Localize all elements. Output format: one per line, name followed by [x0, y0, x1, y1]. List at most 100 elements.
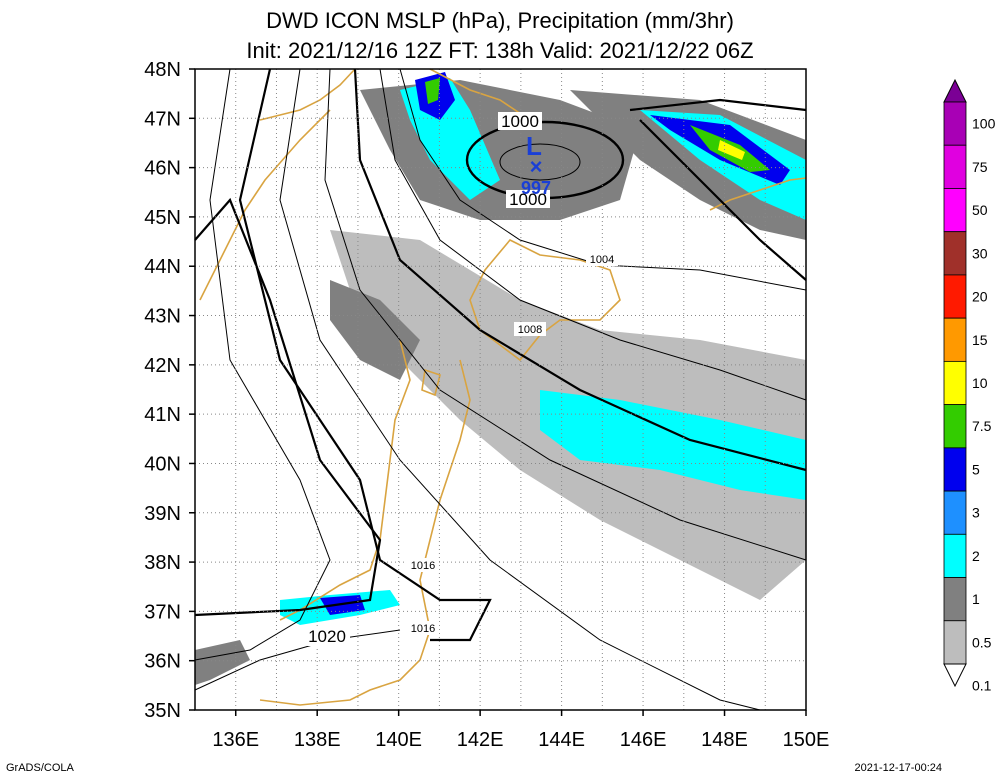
- contour-label-bg-1: [498, 112, 542, 130]
- contour-label-bg-4: [514, 322, 546, 336]
- colorbar-bin: [943, 231, 967, 276]
- colorbar-top-arrow: [943, 78, 967, 103]
- low-marker-icon: ×: [530, 154, 543, 179]
- contour-label-bg-6: [407, 621, 439, 635]
- coast-hokkaido: [469, 239, 621, 362]
- lon-label: 138E: [294, 729, 341, 751]
- contour-labels: 1000 1000 1004 1008 1016 1016 1020: [304, 112, 618, 646]
- colorbar-bin: [943, 101, 967, 146]
- isobar-northeast-2: [639, 119, 807, 281]
- colorbar-label: 1: [972, 591, 980, 607]
- colorbar-bin: [943, 447, 967, 492]
- colorbar-label: 7.5: [972, 418, 992, 434]
- lon-label: 148E: [701, 729, 748, 751]
- contour-label-bg-3: [586, 252, 618, 266]
- colorbar-bin: [943, 404, 967, 449]
- precip-northeast-moderate: [640, 110, 806, 220]
- credit-right: 2021-12-17-00:24: [854, 762, 942, 774]
- colorbar: 100 75 50 30 20 15 10 7.5 5 3 2 1 0.5 0.1: [943, 78, 996, 694]
- contour-label-1004: 1004: [590, 254, 614, 266]
- lat-label: 48N: [144, 59, 181, 81]
- lat-label: 46N: [144, 158, 181, 180]
- lat-label: 40N: [144, 453, 181, 475]
- contour-label-1016-a: 1016: [411, 560, 435, 572]
- isobar-1012: [324, 68, 807, 561]
- map-panel: 1000 1000 1004 1008 1016 1016 1020 L × 9…: [194, 68, 807, 711]
- contour-label-1020: 1020: [308, 627, 346, 646]
- colorbar-label: 100: [972, 116, 996, 132]
- isobar-1004: [399, 68, 807, 291]
- title-line-2: Init: 2021/12/16 12Z FT: 138h Valid: 202…: [246, 38, 754, 63]
- lon-label: 136E: [212, 729, 259, 751]
- lat-label: 38N: [144, 552, 181, 574]
- precip-north-core: [425, 78, 440, 104]
- isobar-1022: [194, 629, 401, 691]
- coast-honshu-west: [279, 339, 411, 621]
- colorbar-label: 10: [972, 375, 988, 391]
- precip-northeast-band: [570, 90, 806, 240]
- coast-asia-mainland: [199, 109, 331, 301]
- contour-label-1016-b: 1016: [411, 623, 435, 635]
- gridlines: [195, 69, 806, 710]
- latitude-axis: 48N 47N 46N 45N 44N 43N 42N 41N 40N 39N 38N 37N 36N 3…: [144, 59, 195, 722]
- low-pressure-value: 997: [521, 178, 551, 198]
- colorbar-label: 75: [972, 159, 988, 175]
- lat-label: 41N: [144, 404, 181, 426]
- longitude-axis: 136E 138E 140E 142E 144E 146E 148E 150E: [212, 710, 829, 751]
- isobar-1006: [379, 68, 807, 401]
- lat-label: 44N: [144, 256, 181, 278]
- title-line-1: DWD ICON MSLP (hPa), Precipitation (mm/3…: [266, 8, 734, 33]
- isobar-1018: [194, 68, 331, 661]
- colorbar-label: 50: [972, 202, 988, 218]
- lat-label: 36N: [144, 651, 181, 673]
- colorbar-bin: [943, 317, 967, 362]
- colorbar-label: 0.5: [972, 634, 992, 650]
- colorbar-label: 30: [972, 245, 988, 261]
- colorbar-bin: [943, 360, 967, 406]
- contour-label-bg-7: [304, 626, 350, 646]
- colorbar-bottom-arrow: [943, 663, 967, 688]
- low-symbol: L: [526, 131, 542, 161]
- lon-label: 144E: [538, 729, 585, 751]
- lon-label: 150E: [783, 729, 830, 751]
- isobar-northeast: [629, 98, 807, 112]
- contour-label-bg-5: [407, 558, 439, 572]
- colorbar-label: 3: [972, 505, 980, 521]
- isobar-998-ring: [499, 143, 581, 181]
- colorbar-bin: [943, 144, 967, 189]
- map-frame: [194, 68, 807, 711]
- contour-label-bg-2: [506, 190, 550, 208]
- lat-label: 37N: [144, 601, 181, 623]
- credit-left: GrADS/COLA: [6, 762, 74, 774]
- contour-label-1008: 1008: [518, 324, 542, 336]
- lat-label: 47N: [144, 108, 181, 130]
- lat-label: 39N: [144, 503, 181, 525]
- lon-label: 142E: [457, 729, 504, 751]
- low-pressure-center: L × 997: [521, 131, 551, 198]
- isobar-1016: [238, 68, 492, 642]
- colorbar-bin: [943, 533, 967, 578]
- colorbar-label: 20: [972, 289, 988, 305]
- lon-label: 140E: [375, 729, 422, 751]
- coastlines: [199, 68, 807, 706]
- coast-honshu-east: [259, 359, 471, 706]
- colorbar-label: 5: [972, 461, 980, 477]
- colorbar-bin: [943, 274, 967, 319]
- contour-label-1000-north: 1000: [501, 112, 539, 131]
- colorbar-label: 0.1: [972, 678, 992, 694]
- colorbar-bin: [943, 188, 967, 233]
- colorbar-bin: [943, 577, 967, 622]
- colorbar-bin: [943, 620, 967, 665]
- coast-sakhalin-west: [259, 68, 356, 121]
- coast-sakhalin-east: [429, 68, 531, 121]
- lat-label: 43N: [144, 306, 181, 328]
- colorbar-label: 2: [972, 548, 980, 564]
- isobar-1014: [279, 68, 761, 711]
- lat-label: 35N: [144, 700, 181, 722]
- colorbar-bin: [943, 490, 967, 535]
- precip-west-edge: [195, 640, 250, 685]
- colorbar-label: 15: [972, 332, 988, 348]
- contour-label-1000-south: 1000: [509, 190, 547, 209]
- lat-label: 42N: [144, 355, 181, 377]
